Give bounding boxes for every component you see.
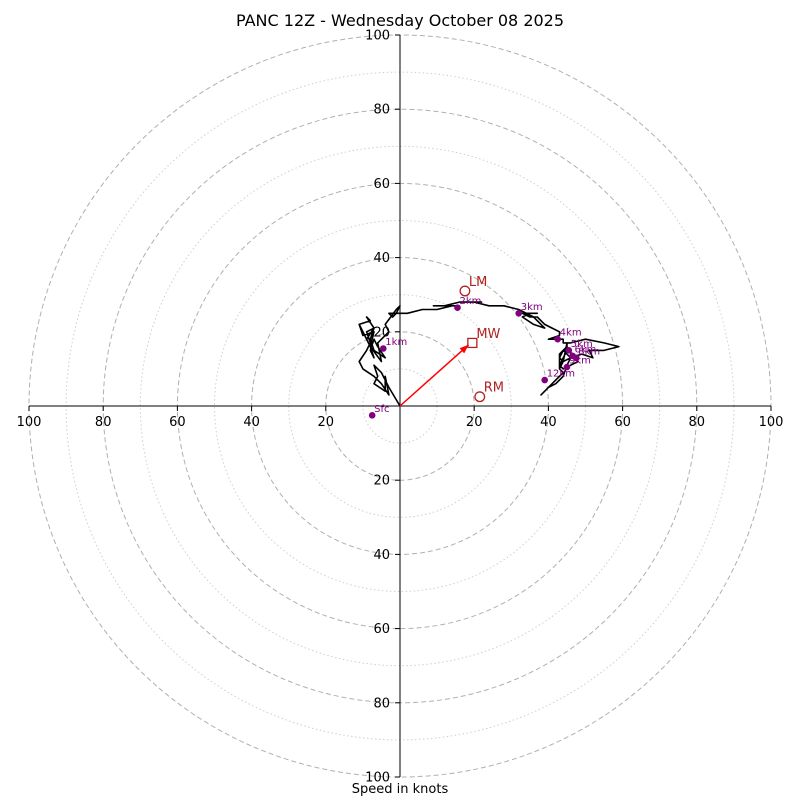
height-marker-4km bbox=[554, 335, 561, 343]
height-marker-12km bbox=[541, 376, 548, 384]
height-label-6km: 6km bbox=[575, 344, 597, 355]
x-tick-label: 20 bbox=[466, 415, 483, 430]
y-tick-label: 60 bbox=[373, 622, 390, 637]
x-tick-label: 40 bbox=[540, 415, 557, 430]
height-marker-1km bbox=[380, 345, 387, 352]
x-tick-label: 60 bbox=[614, 415, 631, 430]
y-tick-label: 100 bbox=[365, 771, 390, 786]
height-label-1km: 1km bbox=[385, 337, 407, 348]
height-marker-3km bbox=[515, 309, 523, 317]
height-marker-5km bbox=[565, 347, 573, 354]
height-label-5km: 5km bbox=[571, 339, 593, 350]
height-label-8km: 8km bbox=[578, 346, 600, 357]
storm-motion-marker-RM bbox=[474, 391, 486, 403]
y-tick-label: 20 bbox=[373, 474, 390, 489]
y-tick-label: 100 bbox=[365, 29, 390, 44]
y-tick-label: 40 bbox=[373, 251, 390, 266]
y-tick-label: 20 bbox=[373, 325, 390, 340]
x-tick-label: 80 bbox=[689, 415, 706, 430]
height-marker-2km bbox=[454, 304, 461, 311]
storm-motion-label-RM: RM bbox=[484, 381, 504, 396]
storm-motion-marker-LM bbox=[459, 285, 471, 297]
height-label-2km: 2km bbox=[460, 296, 482, 307]
storm-motion-label-MW: MW bbox=[476, 327, 500, 342]
x-tick-label: 40 bbox=[243, 415, 260, 430]
x-tick-label: 80 bbox=[95, 415, 112, 430]
y-tick-label: 60 bbox=[373, 177, 390, 192]
chart-title: PANC 12Z - Wednesday October 08 2025 bbox=[235, 11, 565, 30]
storm-motion-marker-MW bbox=[467, 337, 478, 349]
height-label-Sfc: Sfc bbox=[374, 404, 389, 415]
height-marker-9km bbox=[563, 363, 571, 371]
height-label-3km: 3km bbox=[521, 302, 543, 313]
mean-wind-vector bbox=[399, 344, 470, 407]
height-marker-8km bbox=[572, 354, 580, 362]
mean-wind-arrowhead bbox=[459, 344, 469, 354]
height-label-9km: 9km bbox=[569, 356, 591, 367]
x-tick-label: 100 bbox=[17, 415, 42, 430]
x-tick-label: 100 bbox=[759, 415, 784, 430]
x-tick-label: 60 bbox=[169, 415, 186, 430]
y-tick-label: 40 bbox=[373, 548, 390, 563]
storm-motion-label-LM: LM bbox=[469, 275, 487, 290]
hodograph-trace bbox=[358, 301, 620, 407]
height-label-4km: 4km bbox=[560, 328, 582, 339]
y-tick-label: 80 bbox=[373, 103, 390, 118]
y-tick-label: 80 bbox=[373, 696, 390, 711]
x-axis-label: Speed in knots bbox=[351, 782, 449, 797]
x-tick-label: 20 bbox=[318, 415, 335, 430]
height-marker-Sfc bbox=[368, 411, 376, 419]
height-label-12km: 12km bbox=[547, 369, 575, 380]
